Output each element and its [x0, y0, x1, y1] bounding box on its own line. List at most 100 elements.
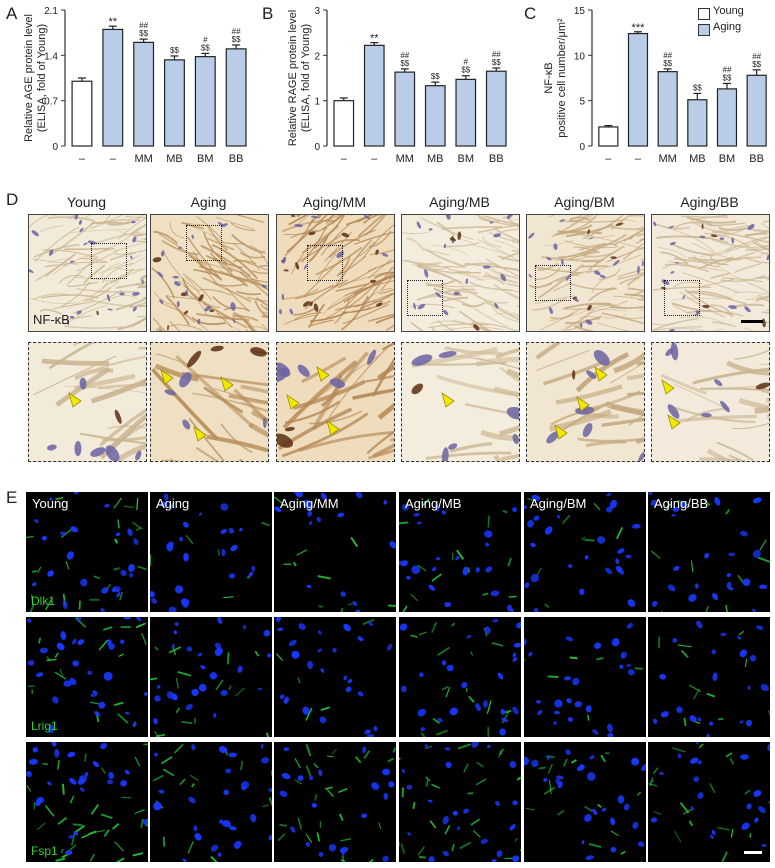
collagen-fiber: [562, 215, 598, 234]
dapi-nucleus: [27, 660, 35, 666]
dapi-nucleus: [711, 649, 716, 655]
dapi-nucleus: [221, 548, 226, 557]
dapi-nucleus: [531, 759, 539, 768]
dapi-nucleus: [585, 705, 592, 713]
dapi-nucleus: [73, 831, 79, 836]
dapi-nucleus: [62, 600, 68, 610]
green-signal: [690, 560, 694, 573]
dapi-nucleus: [631, 757, 639, 766]
fluorescence-field: [26, 492, 147, 612]
green-signal: [616, 527, 624, 540]
green-signal: [61, 783, 65, 795]
collagen-fiber: [702, 278, 735, 287]
if-marker-label: Lrig1: [31, 719, 58, 733]
green-signal: [154, 730, 159, 737]
dapi-nucleus: [416, 521, 422, 525]
collagen-fiber: [153, 291, 180, 307]
dapi-nucleus: [427, 799, 433, 803]
dapi-nucleus: [512, 855, 520, 862]
dapi-nucleus: [60, 631, 67, 640]
green-signal: [725, 604, 728, 612]
dapi-nucleus: [509, 760, 517, 769]
nucleus: [132, 306, 137, 312]
collagen-fiber: [662, 226, 715, 252]
dapi-nucleus: [606, 506, 613, 513]
green-signal: [262, 804, 269, 808]
nucleus: [441, 447, 449, 461]
green-signal: [499, 748, 505, 756]
green-signal: [175, 707, 181, 714]
collagen-fiber: [433, 287, 462, 297]
dapi-nucleus: [533, 607, 539, 612]
arrowhead-icon: [554, 424, 568, 440]
dapi-nucleus: [274, 506, 282, 513]
green-signal: [456, 549, 465, 560]
green-signal: [725, 508, 731, 515]
collagen-fiber: [362, 374, 394, 383]
green-signal: [136, 497, 139, 510]
green-signal: [680, 649, 689, 659]
collagen-fiber: [251, 409, 268, 424]
dapi-nucleus: [366, 734, 375, 737]
dab-positive-nucleus: [309, 301, 313, 307]
collagen-fiber: [441, 226, 502, 230]
green-signal: [155, 733, 166, 737]
collagen-fiber: [704, 232, 750, 248]
green-signal: [318, 605, 323, 608]
collagen-fiber: [682, 272, 740, 294]
dapi-nucleus: [389, 541, 396, 549]
dapi-nucleus: [565, 636, 574, 642]
dapi-nucleus: [220, 689, 228, 696]
nucleus: [565, 274, 571, 281]
dapi-nucleus: [129, 572, 134, 578]
dapi-nucleus: [63, 680, 72, 687]
dab-positive-nucleus: [457, 231, 462, 240]
dapi-nucleus: [283, 747, 290, 752]
collagen-fiber: [444, 346, 503, 355]
collagen-fiber: [231, 234, 266, 254]
dapi-nucleus: [337, 512, 345, 518]
dapi-nucleus: [712, 592, 719, 601]
dapi-nucleus: [401, 504, 409, 511]
green-signal: [275, 653, 284, 662]
dapi-nucleus: [484, 626, 491, 634]
nucleus: [665, 347, 674, 357]
dapi-nucleus: [536, 699, 541, 704]
fluorescence-image: [648, 617, 770, 737]
collagen-fiber: [563, 302, 612, 310]
collagen-fiber: [64, 247, 110, 250]
collagen-fiber: [601, 312, 644, 325]
collagen-fiber: [182, 273, 212, 301]
nucleus: [141, 279, 144, 284]
collagen-fiber: [652, 286, 711, 291]
green-signal: [636, 791, 642, 796]
green-signal: [519, 848, 521, 852]
dapi-nucleus: [150, 591, 155, 598]
dapi-nucleus: [556, 775, 564, 780]
collagen-fiber: [191, 316, 226, 325]
ihc-zoom-image: [276, 342, 395, 462]
dab-positive-nucleus: [302, 301, 310, 307]
green-signal: [227, 652, 230, 665]
collagen-fiber: [744, 232, 768, 237]
dapi-nucleus: [627, 599, 636, 607]
green-signal: [665, 503, 671, 510]
nucleus: [46, 444, 57, 451]
dab-positive-nucleus: [710, 234, 718, 238]
collagen-fiber: [601, 417, 644, 428]
collagen-fiber: [251, 269, 268, 274]
collagen-fiber: [192, 392, 268, 413]
dapi-nucleus: [752, 497, 762, 504]
fluorescence-image: Aging: [150, 492, 272, 612]
dapi-nucleus: [154, 695, 161, 702]
dapi-nucleus: [576, 765, 585, 772]
collagen-fiber: [471, 322, 519, 331]
dapi-nucleus: [672, 637, 678, 643]
collagen-fiber: [484, 271, 505, 286]
collagen-fiber: [114, 249, 146, 255]
dapi-nucleus: [306, 584, 312, 589]
green-signal: [757, 556, 770, 563]
dapi-nucleus: [728, 587, 734, 591]
nucleus: [164, 389, 176, 396]
nucleus: [179, 372, 192, 388]
